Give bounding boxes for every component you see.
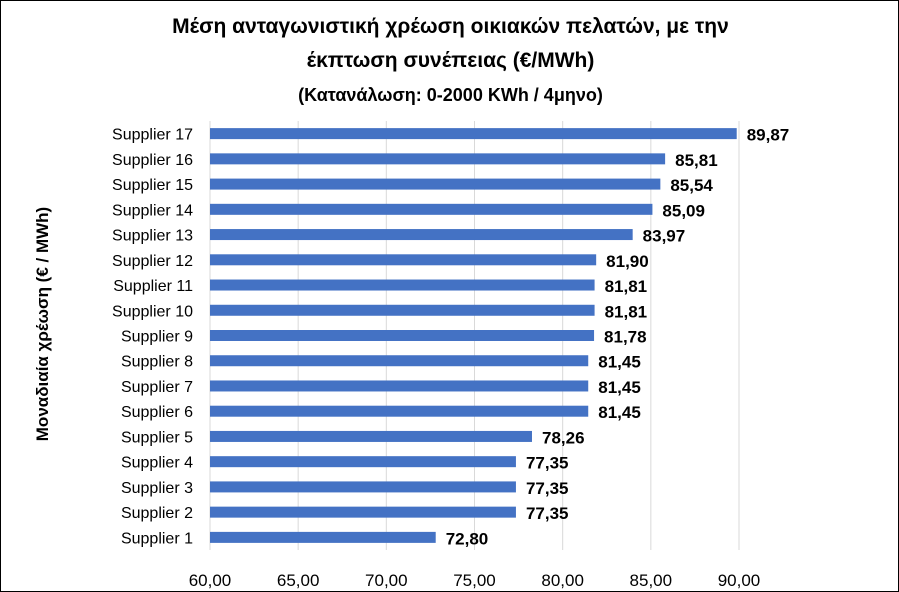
value-label: 81,45 xyxy=(598,378,641,397)
bar xyxy=(210,531,436,543)
x-tick-label: 85,00 xyxy=(630,571,673,590)
category-label: Supplier 14 xyxy=(112,202,193,219)
category-label: Supplier 2 xyxy=(121,505,193,522)
chart-subtitle: (Κατανάλωση: 0-2000 KWh / 4μηνο) xyxy=(298,85,603,105)
y-axis-label: Μοναδιαία χρέωση (€ / MWh) xyxy=(33,206,52,442)
category-label: Supplier 16 xyxy=(112,152,193,169)
value-label: 89,87 xyxy=(747,126,790,145)
category-label: Supplier 11 xyxy=(113,278,193,295)
category-label: Supplier 7 xyxy=(121,379,193,396)
value-label: 81,78 xyxy=(604,328,647,347)
value-label: 72,80 xyxy=(446,529,489,548)
category-label: Supplier 5 xyxy=(121,429,193,446)
category-label: Supplier 6 xyxy=(121,404,193,421)
bar xyxy=(210,481,516,493)
bar xyxy=(210,128,737,140)
bar xyxy=(210,355,589,367)
value-label: 81,45 xyxy=(598,353,641,372)
chart-title-line-2: έκπτωση συνέπειας (€/MWh) xyxy=(306,49,595,72)
bar xyxy=(210,304,595,316)
bar xyxy=(210,254,597,266)
value-label: 81,81 xyxy=(605,302,648,321)
category-label: Supplier 10 xyxy=(112,303,193,320)
bar xyxy=(210,178,661,190)
category-label: Supplier 12 xyxy=(112,253,193,270)
bar xyxy=(210,506,516,518)
value-label: 81,90 xyxy=(606,252,649,271)
x-tick-label: 80,00 xyxy=(541,571,584,590)
category-labels: Supplier 17 Supplier 16 Supplier 15 Supplie… xyxy=(112,127,193,548)
category-label: Supplier 17 xyxy=(112,127,193,144)
category-label: Supplier 9 xyxy=(121,329,193,346)
value-labels: 89,87 85,81 85,54 85,09 83,97 81,90 81,81 81,81… xyxy=(446,126,790,549)
value-label: 77,35 xyxy=(526,454,569,473)
bar xyxy=(210,153,666,165)
bar xyxy=(210,330,595,341)
category-label: Supplier 4 xyxy=(121,455,193,472)
value-label: 85,81 xyxy=(675,151,718,170)
chart-title-line-1: Μέση ανταγωνιστική χρέωση οικιακών πελατ… xyxy=(172,15,729,38)
category-label: Supplier 3 xyxy=(121,480,193,497)
bar xyxy=(210,430,532,442)
value-label: 85,09 xyxy=(662,201,705,220)
x-tick-labels: 60,00 65,00 70,00 75,00 80,00 85,00 90,00 xyxy=(189,571,761,590)
value-label: 78,26 xyxy=(542,428,585,447)
bars xyxy=(210,128,737,543)
value-label: 81,45 xyxy=(598,403,641,422)
value-label: 77,35 xyxy=(526,504,569,523)
bar xyxy=(210,203,653,215)
bar xyxy=(210,279,595,291)
value-label: 83,97 xyxy=(643,227,686,246)
bar xyxy=(210,405,589,417)
bar xyxy=(210,456,516,468)
x-tick-label: 90,00 xyxy=(718,571,761,590)
category-label: Supplier 15 xyxy=(112,177,193,194)
value-label: 77,35 xyxy=(526,479,569,498)
category-label: Supplier 8 xyxy=(121,354,193,371)
x-tick-label: 60,00 xyxy=(189,571,232,590)
category-label: Supplier 1 xyxy=(121,530,193,547)
bar xyxy=(210,380,589,392)
category-label: Supplier 13 xyxy=(112,228,193,245)
value-label: 85,54 xyxy=(670,176,713,195)
bar xyxy=(210,229,633,241)
x-tick-label: 75,00 xyxy=(453,571,496,590)
value-label: 81,81 xyxy=(605,277,648,296)
x-tick-label: 65,00 xyxy=(277,571,320,590)
x-tick-label: 70,00 xyxy=(365,571,408,590)
